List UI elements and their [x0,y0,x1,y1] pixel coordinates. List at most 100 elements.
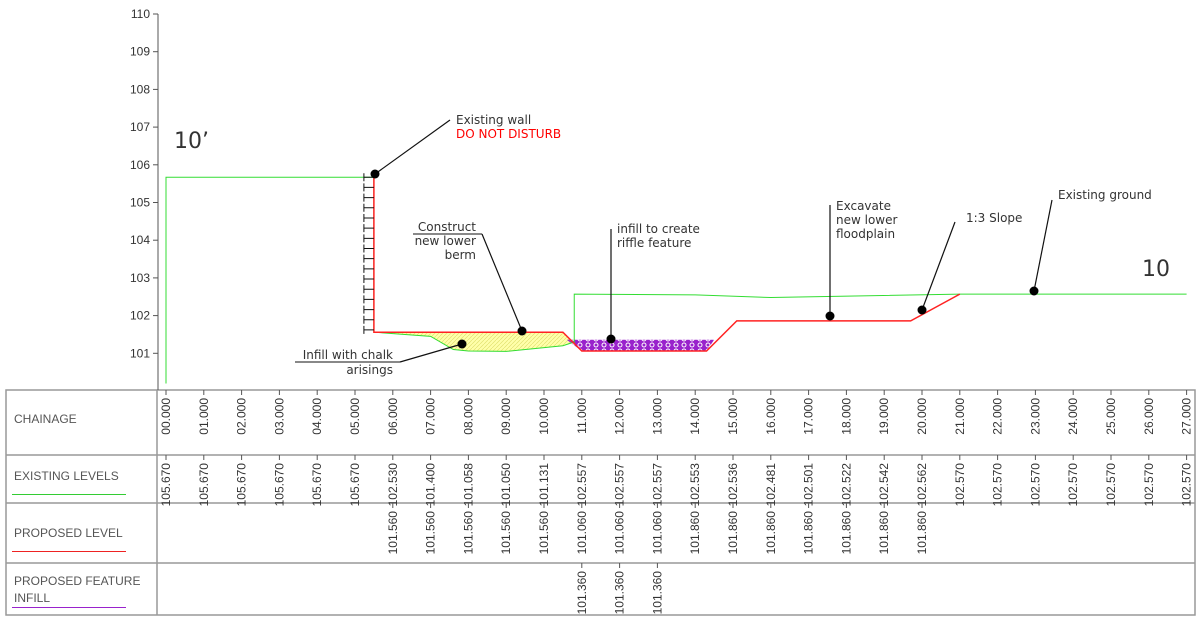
existing-value: 102.570 [1142,463,1156,507]
annotation-chalk-1: Infill with chalk [303,348,393,362]
row-label-proposed: PROPOSED LEVEL [14,526,123,540]
proposed-value: 101.060 [650,511,664,555]
wall-hatch-icon [363,325,374,334]
chainage-value: 07.000 [424,398,438,435]
berm-dot [517,326,527,336]
proposed-value: 101.560 [537,511,551,555]
chainage-value: 13.000 [650,398,664,435]
existing-value: 102.536 [726,463,740,507]
proposed-value: 101.060 [575,511,589,555]
existing-value: 102.522 [839,463,853,507]
chainage-value: 24.000 [1066,398,1080,435]
y-tick-label: 110 [131,7,150,21]
chainage-value: 10.000 [537,398,551,435]
chainage-value: 06.000 [386,398,400,435]
chainage-value: 11.000 [575,398,589,434]
wall-dot [370,169,380,179]
row-label-infill: PROPOSED FEATURE INFILL [14,574,141,605]
y-tick-label: 109 [130,45,150,59]
wall-leader [374,119,451,175]
proposed-value: 101.860 [802,511,816,555]
existing-value: 102.501 [802,463,816,507]
existing-value: 105.670 [310,463,324,507]
chainage-value: 20.000 [915,398,929,435]
infill-legend-line [12,607,126,608]
ground-leader [1033,199,1053,292]
ground-dot [1029,286,1039,296]
infill-value: 101.360 [613,571,627,615]
existing-value: 101.050 [499,463,513,507]
proposed-value: 101.860 [764,511,778,555]
existing-value: 105.670 [197,463,211,507]
existing-value: 102.562 [915,463,929,507]
existing-value: 102.553 [688,463,702,507]
annotation-berm-3: berm [445,248,476,262]
y-tick-label: 106 [130,158,150,172]
existing-value: 105.670 [348,463,362,507]
existing-value: 101.131 [537,463,551,507]
proposed-level-line [373,177,961,352]
wall-hatch-icon [363,213,374,222]
y-tick-label: 102 [130,309,150,323]
chainage-value: 18.000 [839,398,853,435]
chainage-value: 21.000 [953,398,967,435]
annotation-existing-ground: Existing ground [1058,188,1152,202]
chainage-value: 01.000 [197,398,211,435]
wall-hatch-icon [363,315,374,324]
annotation-do-not-disturb: DO NOT DISTURB [456,127,561,141]
existing-value: 102.542 [877,463,891,507]
y-tick-label: 107 [130,120,150,134]
proposed-value: 101.560 [499,511,513,555]
y-tick-label: 108 [130,82,150,96]
chalk-leader [399,343,463,363]
proposed-value: 101.860 [839,511,853,555]
berm-leader [481,233,523,332]
annotation-floodplain-3: floodplain [836,227,895,241]
row-label-chainage: CHAINAGE [14,412,77,426]
wall-hatch-icon [363,203,374,212]
y-tick-label: 105 [130,196,150,210]
infill-value: 101.360 [575,571,589,615]
chainage-value: 02.000 [235,398,249,435]
riffle-infill-area [566,339,715,352]
annotation-floodplain-1: Excavate [836,199,891,213]
chainage-value: 08.000 [461,398,475,435]
chainage-value: 26.000 [1142,398,1156,435]
wall-hatch-icon [363,275,374,284]
annotation-slope: 1:3 Slope [966,211,1022,225]
existing-value: 102.481 [764,463,778,507]
existing-value: 102.570 [1028,463,1042,507]
existing-value: 102.570 [953,463,967,507]
wall-hatch-icon [363,305,374,314]
chainage-value: 12.000 [613,398,627,435]
wall-hatch-icon [363,264,374,273]
chainage-value: 03.000 [272,398,286,435]
annotation-wall: Existing wall [456,113,531,127]
chainage-value: 05.000 [348,398,362,435]
existing-value: 101.400 [424,463,438,507]
section-label-right: 10 [1142,257,1170,282]
existing-legend-line [12,494,126,495]
chainage-value: 23.000 [1028,398,1042,435]
annotation-riffle-1: infill to create [617,222,700,236]
chainage-value: 19.000 [877,398,891,435]
chalk-dot [457,339,467,349]
proposed-legend-line [12,551,126,552]
wall-hatch-icon [363,254,374,263]
proposed-value: 101.560 [424,511,438,555]
proposed-value: 101.860 [726,511,740,555]
chainage-value: 27.000 [1180,398,1194,435]
existing-value: 102.570 [991,463,1005,507]
wall-hatch-icon [363,183,374,192]
wall-hatch-icon [363,224,374,233]
annotation-berm-1: Construct [418,220,476,234]
proposed-value: 101.860 [915,511,929,555]
chainage-value: 16.000 [764,398,778,435]
section-label-left: 10’ [174,129,209,154]
y-tick-label: 101 [130,346,150,360]
proposed-value: 101.560 [461,511,475,555]
y-tick-label: 103 [130,271,150,285]
wall-hatch-icon [363,244,374,253]
